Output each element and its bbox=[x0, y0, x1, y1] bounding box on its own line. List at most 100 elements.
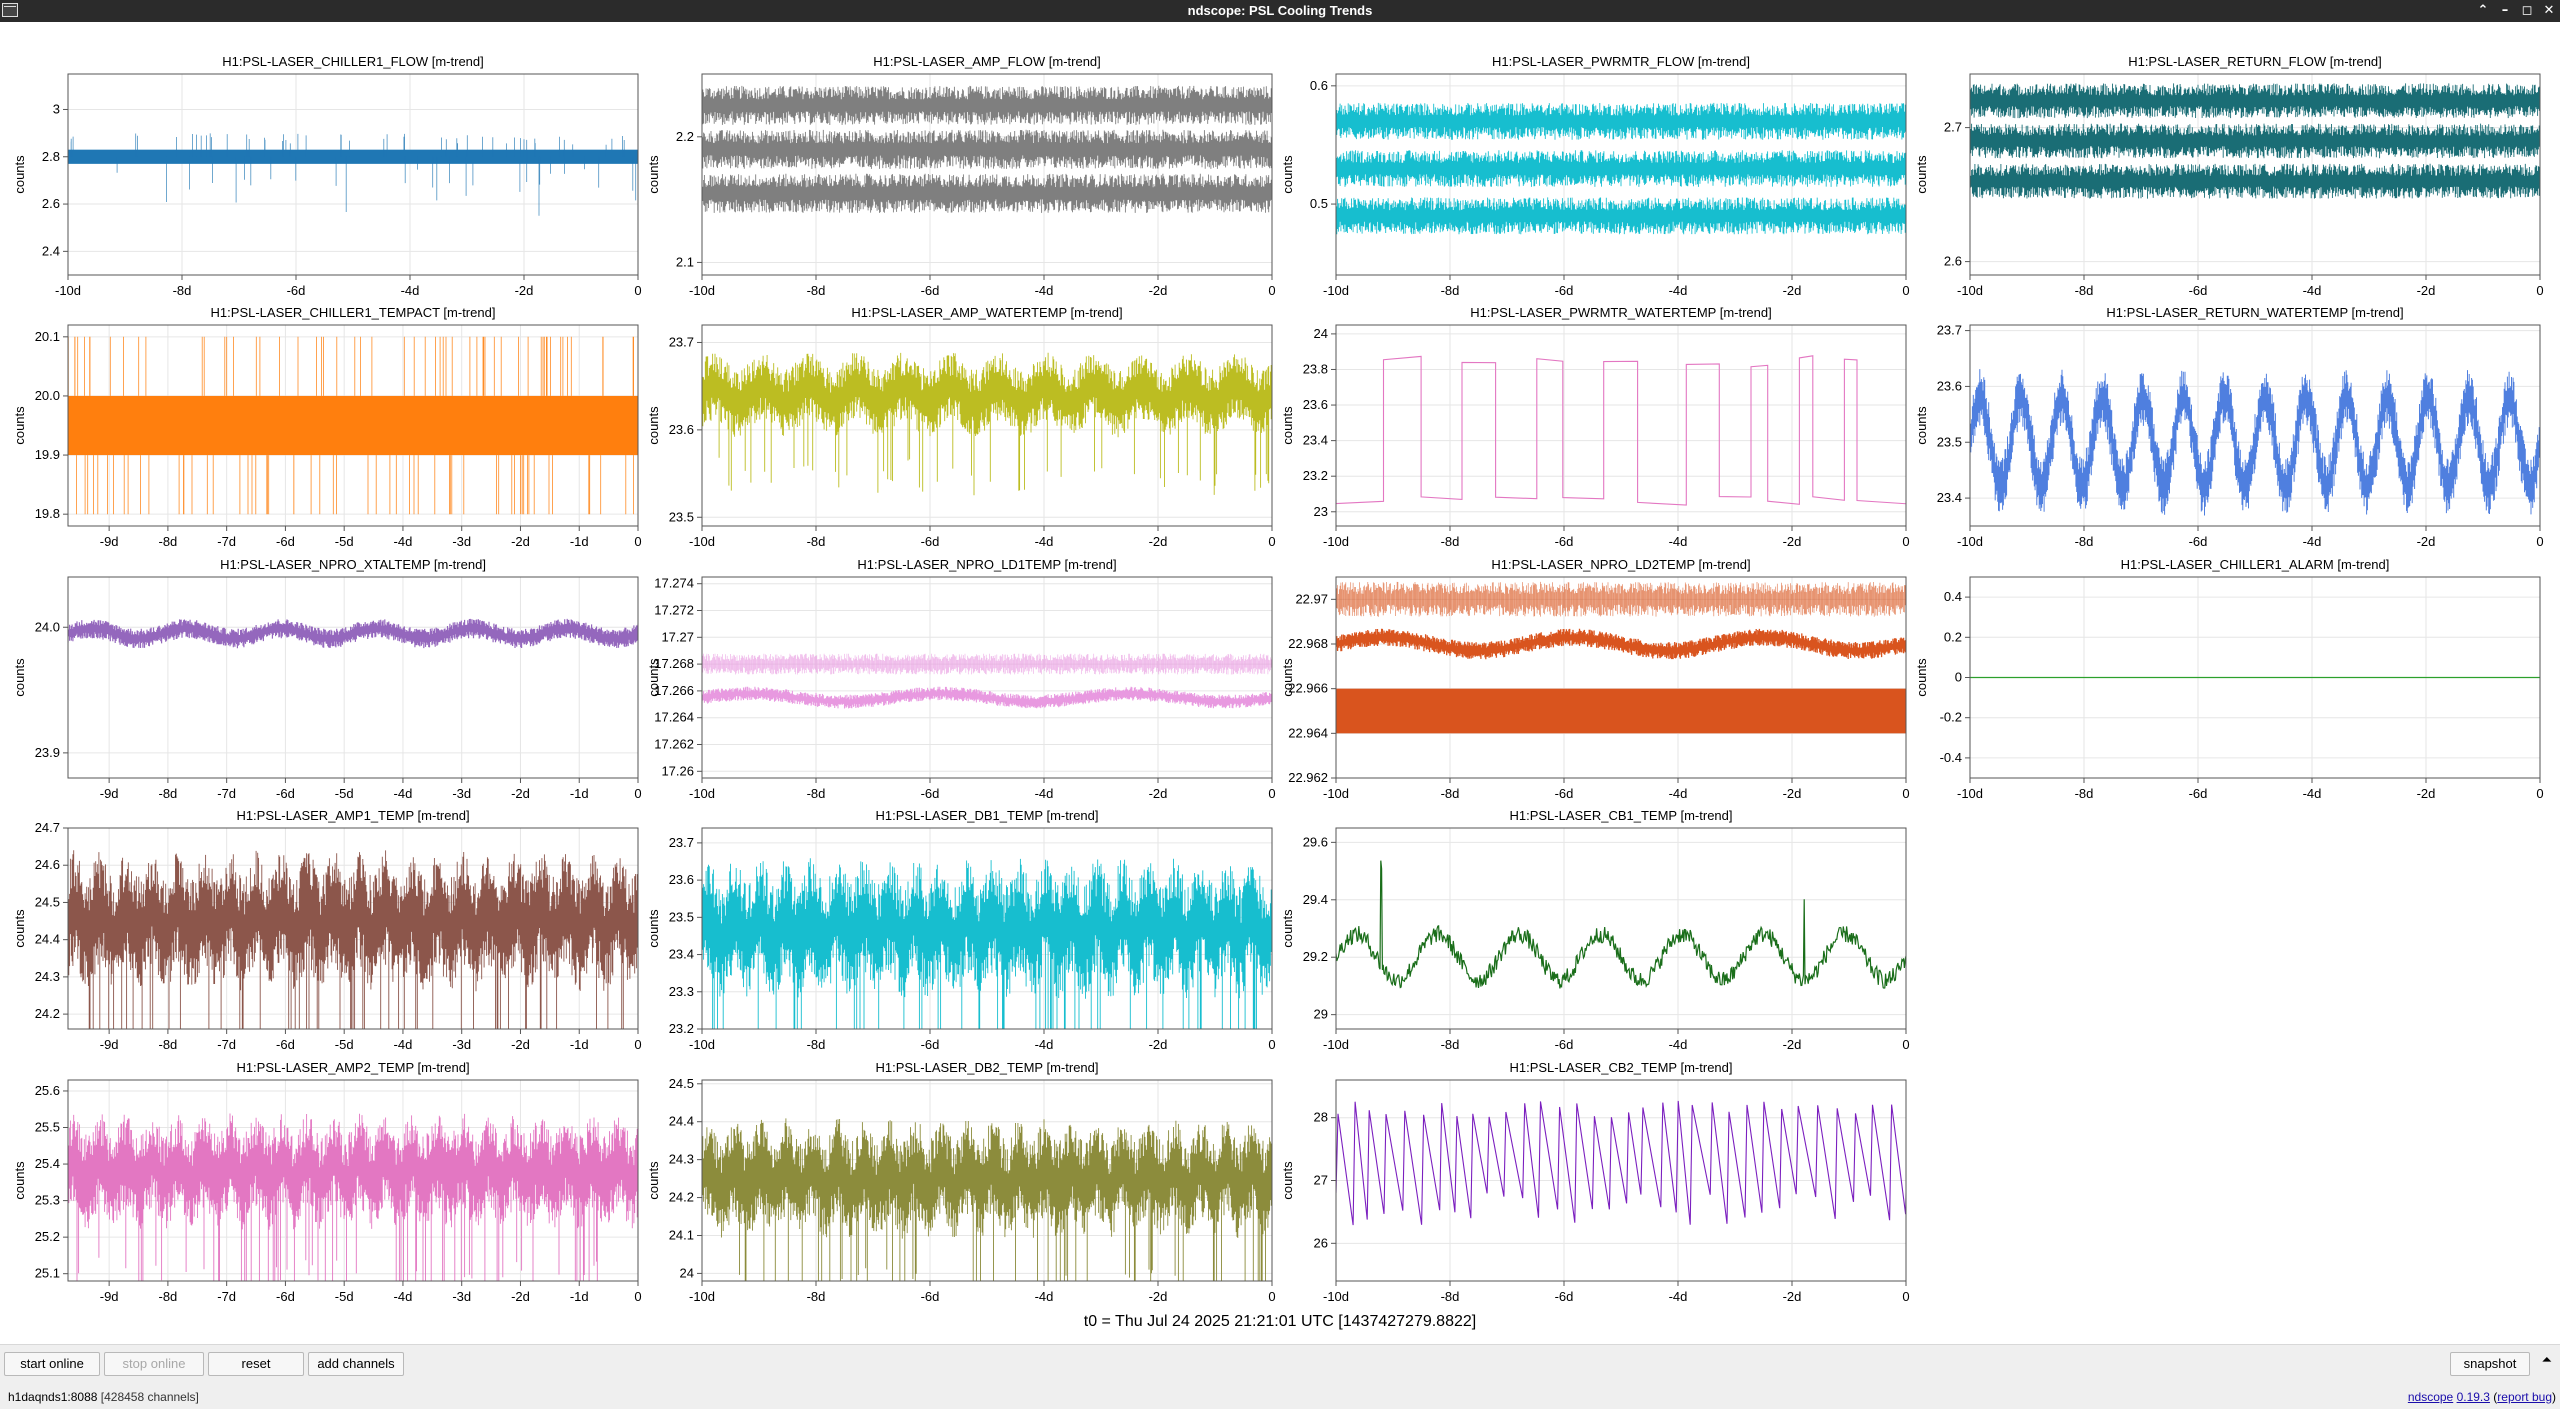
series-trace bbox=[68, 618, 638, 649]
start-online-button[interactable]: start online bbox=[4, 1352, 100, 1376]
x-tick-label: -6d bbox=[276, 1037, 295, 1052]
x-tick-label: -8d bbox=[173, 283, 192, 298]
plot-frame bbox=[701, 324, 1273, 527]
y-axis-label: counts bbox=[1280, 658, 1295, 697]
plot-title: H1:PSL-LASER_CHILLER1_TEMPACT [m-trend] bbox=[211, 305, 496, 320]
app-menu-icon[interactable] bbox=[2, 3, 18, 17]
shade-window-icon[interactable]: ⌃ bbox=[2477, 3, 2489, 18]
y-tick-label: 20.1 bbox=[35, 329, 60, 344]
x-tick-label: -4d bbox=[1035, 1037, 1054, 1052]
y-tick-label: 24.6 bbox=[35, 857, 60, 872]
x-tick-label: -8d bbox=[2075, 786, 2094, 801]
x-tick-label: -6d bbox=[921, 1037, 940, 1052]
plot-title: H1:PSL-LASER_NPRO_LD2TEMP [m-trend] bbox=[1491, 557, 1750, 572]
y-tick-label: 17.268 bbox=[654, 656, 694, 671]
plot-frame bbox=[1969, 324, 2541, 527]
y-tick-label: 23.6 bbox=[669, 422, 694, 437]
x-tick-label: -8d bbox=[1441, 786, 1460, 801]
y-tick-label: -0.2 bbox=[1940, 710, 1962, 725]
x-tick-label: -2d bbox=[511, 534, 530, 549]
y-axis-label: counts bbox=[1280, 406, 1295, 445]
close-window-icon[interactable]: ✕ bbox=[2543, 3, 2555, 18]
x-tick-label: -3d bbox=[452, 1289, 471, 1304]
x-tick-label: 0 bbox=[1902, 786, 1909, 801]
x-tick-label: 0 bbox=[1268, 786, 1275, 801]
y-tick-label: 23.8 bbox=[1303, 361, 1328, 376]
ndscope-link[interactable]: ndscope bbox=[2407, 1390, 2454, 1404]
x-tick-label: -3d bbox=[452, 1037, 471, 1052]
y-axis-label: counts bbox=[646, 658, 661, 697]
y-tick-label: 17.274 bbox=[654, 576, 694, 591]
y-axis-label: counts bbox=[12, 406, 27, 445]
x-tick-label: -4d bbox=[401, 283, 420, 298]
x-tick-label: 0 bbox=[634, 1037, 641, 1052]
y-tick-label: 17.264 bbox=[654, 710, 694, 725]
plot-2[interactable]: H1:PSL-LASER_PWRMTR_FLOW [m-trend] counts… bbox=[1280, 54, 1910, 298]
x-tick-label: 0 bbox=[634, 786, 641, 801]
plot-8[interactable]: H1:PSL-LASER_NPRO_XTALTEMP [m-trend] coun… bbox=[12, 557, 642, 801]
plot-1[interactable]: H1:PSL-LASER_AMP_FLOW [m-trend] counts 2.1… bbox=[646, 54, 1276, 298]
x-tick-label: -8d bbox=[1441, 283, 1460, 298]
plot-17[interactable]: H1:PSL-LASER_DB2_TEMP [m-trend] counts 24 2… bbox=[646, 1060, 1276, 1320]
plot-frame bbox=[701, 576, 1273, 779]
plot-5[interactable]: H1:PSL-LASER_AMP_WATERTEMP [m-trend] coun… bbox=[646, 305, 1276, 549]
version-link[interactable]: 0.19.3 bbox=[2456, 1390, 2490, 1404]
y-tick-label: 24.3 bbox=[669, 1152, 694, 1167]
y-tick-label: 27 bbox=[1314, 1173, 1328, 1188]
plot-13[interactable]: H1:PSL-LASER_DB1_TEMP [m-trend] counts 23.… bbox=[646, 808, 1276, 1095]
series-trace bbox=[1336, 355, 1906, 506]
plot-title: H1:PSL-LASER_CHILLER1_FLOW [m-trend] bbox=[222, 54, 484, 69]
trace-path bbox=[1336, 581, 1906, 617]
y-tick-label: 17.26 bbox=[661, 763, 694, 778]
plot-14[interactable]: H1:PSL-LASER_CB1_TEMP [m-trend] counts 29 2… bbox=[1280, 808, 1910, 1052]
plot-title: H1:PSL-LASER_AMP_FLOW [m-trend] bbox=[873, 54, 1101, 69]
x-tick-label: -4d bbox=[2303, 786, 2322, 801]
plot-title: H1:PSL-LASER_AMP_WATERTEMP [m-trend] bbox=[851, 305, 1122, 320]
x-tick-label: -2d bbox=[1783, 283, 1802, 298]
x-tick-label: -10d bbox=[689, 1289, 715, 1304]
x-tick-label: -6d bbox=[921, 534, 940, 549]
plot-12[interactable]: H1:PSL-LASER_AMP1_TEMP [m-trend] counts 24… bbox=[12, 808, 642, 1088]
plot-3[interactable]: H1:PSL-LASER_RETURN_FLOW [m-trend] counts… bbox=[1914, 54, 2544, 298]
maximize-window-icon[interactable]: ◻ bbox=[2521, 3, 2533, 18]
x-tick-label: -6d bbox=[1555, 1037, 1574, 1052]
plot-18[interactable]: H1:PSL-LASER_CB2_TEMP [m-trend] counts 26 2… bbox=[1280, 1060, 1923, 1304]
plot-7[interactable]: H1:PSL-LASER_RETURN_WATERTEMP [m-trend] c… bbox=[1914, 305, 2544, 549]
y-tick-label: 23.7 bbox=[1937, 323, 1962, 338]
reset-button[interactable]: reset bbox=[208, 1352, 304, 1376]
plot-frame bbox=[1335, 73, 1907, 276]
trace-path bbox=[1336, 1100, 1906, 1226]
y-tick-label: 24.0 bbox=[35, 619, 60, 634]
x-tick-label: 0 bbox=[1268, 534, 1275, 549]
x-tick-label: 0 bbox=[2536, 534, 2543, 549]
plot-4[interactable]: H1:PSL-LASER_CHILLER1_TEMPACT [m-trend] c… bbox=[12, 305, 642, 549]
snapshot-button[interactable]: snapshot bbox=[2450, 1352, 2530, 1376]
plot-title: H1:PSL-LASER_RETURN_FLOW [m-trend] bbox=[2128, 54, 2382, 69]
report-bug-link[interactable]: report bug bbox=[2497, 1390, 2552, 1404]
x-tick-label: -1d bbox=[570, 534, 589, 549]
minimize-window-icon[interactable]: – bbox=[2501, 3, 2509, 18]
plot-0[interactable]: H1:PSL-LASER_CHILLER1_FLOW [m-trend] coun… bbox=[12, 54, 642, 298]
y-tick-label: 28 bbox=[1314, 1110, 1328, 1125]
plot-6[interactable]: H1:PSL-LASER_PWRMTR_WATERTEMP [m-trend] c… bbox=[1280, 305, 1911, 549]
plot-16[interactable]: H1:PSL-LASER_AMP2_TEMP [m-trend] counts 25… bbox=[12, 1060, 642, 1310]
plot-10[interactable]: H1:PSL-LASER_NPRO_LD2TEMP [m-trend] count… bbox=[1280, 557, 1910, 801]
y-tick-label: 23.4 bbox=[669, 947, 694, 962]
stop-online-button[interactable]: stop online bbox=[104, 1352, 204, 1376]
x-tick-label: -2d bbox=[1783, 1289, 1802, 1304]
y-tick-label: 24.4 bbox=[669, 1114, 694, 1129]
x-tick-label: -2d bbox=[1149, 283, 1168, 298]
x-tick-label: -6d bbox=[276, 534, 295, 549]
collapse-arrow-icon[interactable]: ⏶ bbox=[2541, 1353, 2552, 1368]
x-tick-label: -8d bbox=[1441, 1289, 1460, 1304]
x-tick-label: -10d bbox=[1957, 283, 1983, 298]
add-channels-button[interactable]: add channels bbox=[308, 1352, 404, 1376]
trace-path bbox=[702, 129, 1272, 169]
x-tick-label: -8d bbox=[807, 1037, 826, 1052]
x-tick-label: -7d bbox=[217, 1037, 236, 1052]
plot-11[interactable]: H1:PSL-LASER_CHILLER1_ALARM [m-trend] cou… bbox=[1914, 557, 2544, 801]
plot-9[interactable]: H1:PSL-LASER_NPRO_LD1TEMP [m-trend] count… bbox=[646, 557, 1276, 801]
y-tick-label: 0.5 bbox=[1310, 196, 1328, 211]
y-tick-label: 23.3 bbox=[669, 984, 694, 999]
plot-frame bbox=[67, 324, 639, 527]
